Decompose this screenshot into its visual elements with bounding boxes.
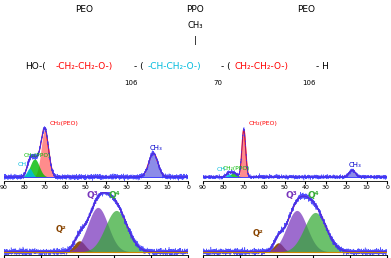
Text: - (: - ( <box>134 62 144 71</box>
Text: HO-(: HO-( <box>25 62 46 71</box>
Text: 106: 106 <box>125 80 138 86</box>
Text: -CH-CH₂-O-): -CH-CH₂-O-) <box>148 62 201 71</box>
Text: CH₂(PEO): CH₂(PEO) <box>249 120 278 126</box>
Text: Q³: Q³ <box>285 191 297 200</box>
Text: CH₃: CH₃ <box>150 145 163 151</box>
Text: Q³: Q³ <box>86 191 98 200</box>
Text: CH: CH <box>216 167 225 172</box>
Text: CH₃: CH₃ <box>188 21 203 30</box>
Text: Q⁴: Q⁴ <box>109 191 120 200</box>
Text: CH₃: CH₃ <box>349 162 362 168</box>
Text: PEO: PEO <box>298 5 316 14</box>
Text: 106: 106 <box>302 80 316 86</box>
Text: Q²: Q² <box>253 229 264 238</box>
Text: PPO: PPO <box>187 5 204 14</box>
Text: CH₂(PPO): CH₂(PPO) <box>23 153 51 158</box>
Text: -CH₂-CH₂-O-): -CH₂-CH₂-O-) <box>56 62 113 71</box>
Text: CH₂-CH₂-O-): CH₂-CH₂-O-) <box>235 62 289 71</box>
Text: Q⁴: Q⁴ <box>308 191 319 200</box>
Text: - (: - ( <box>221 62 231 71</box>
Text: CH: CH <box>17 162 26 167</box>
Text: CH₂(PPO): CH₂(PPO) <box>222 166 250 171</box>
Text: |: | <box>194 36 197 45</box>
Text: 70: 70 <box>214 80 223 86</box>
Text: - H: - H <box>316 62 329 71</box>
Text: CH₂(PEO): CH₂(PEO) <box>50 120 79 126</box>
Text: Q²: Q² <box>56 225 66 234</box>
Text: PEO: PEO <box>75 5 93 14</box>
